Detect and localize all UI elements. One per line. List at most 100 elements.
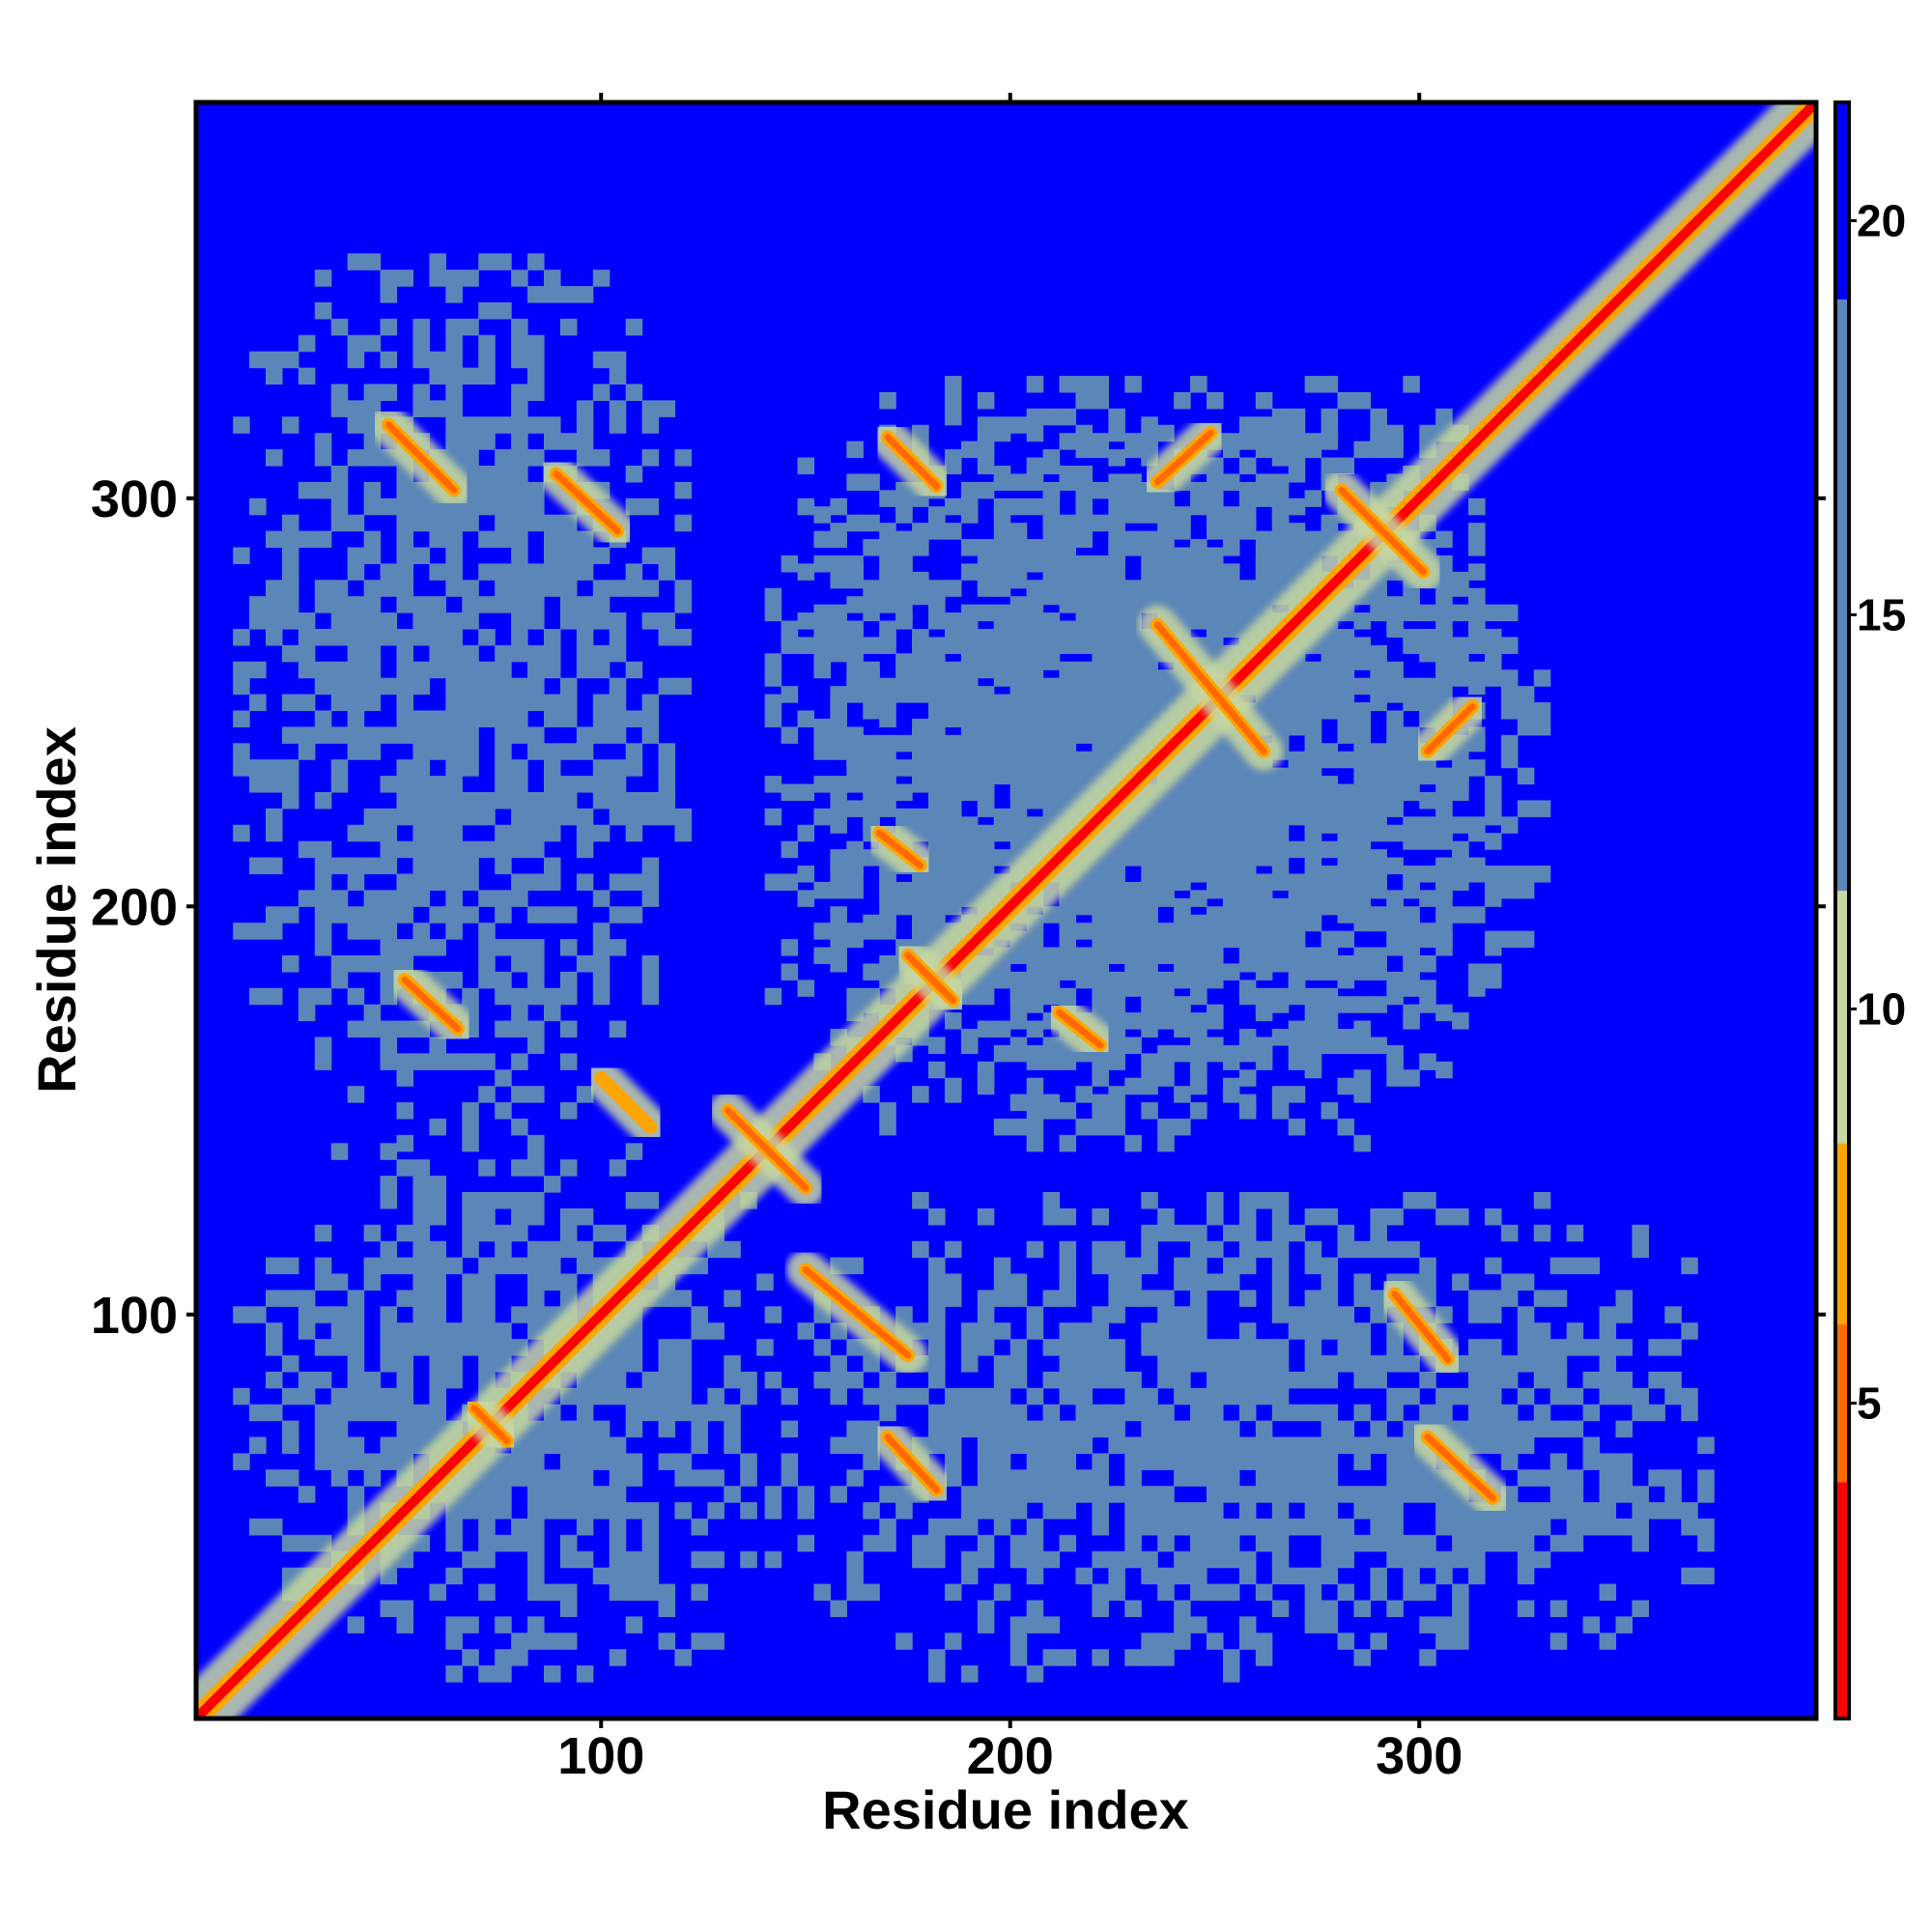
heatmap-cell	[1452, 604, 1469, 622]
heatmap-cell	[1353, 1600, 1372, 1617]
heatmap-cell	[1321, 1273, 1339, 1292]
heatmap-cell	[396, 1053, 414, 1070]
heatmap-cell	[641, 497, 660, 516]
heatmap-cell	[511, 1306, 528, 1323]
heatmap-cell	[1222, 1354, 1240, 1373]
heatmap-cell	[462, 644, 479, 663]
heatmap-cell	[1484, 776, 1502, 793]
heatmap-cell	[511, 1159, 528, 1177]
heatmap-cell	[1174, 808, 1191, 826]
heatmap-cell	[412, 840, 430, 859]
heatmap-cell	[1484, 1339, 1502, 1356]
heatmap-cell	[1092, 376, 1109, 393]
heatmap-cell	[527, 416, 545, 434]
heatmap-cell	[412, 497, 430, 516]
heatmap-cell	[495, 596, 512, 613]
heatmap-cell	[1157, 686, 1175, 703]
heatmap-cell	[380, 906, 398, 923]
heatmap-cell	[298, 1290, 316, 1307]
heatmap-cell	[363, 694, 382, 712]
heatmap-cell	[1304, 1290, 1322, 1307]
heatmap-cell	[912, 669, 929, 687]
heatmap-cell	[445, 1322, 463, 1340]
heatmap-cell	[363, 1257, 382, 1275]
heatmap-cell	[1190, 376, 1208, 393]
heatmap-cell	[1222, 1224, 1240, 1242]
heatmap-cell	[429, 1322, 446, 1340]
heatmap-cell	[1304, 1486, 1322, 1503]
heatmap-cell	[1435, 1486, 1453, 1503]
heatmap-cell	[960, 506, 979, 524]
heatmap-cell	[1632, 1600, 1649, 1617]
heatmap-cell	[1092, 481, 1109, 499]
heatmap-cell	[960, 881, 979, 899]
heatmap-cell	[1435, 530, 1453, 549]
heatmap-cell	[1288, 1404, 1306, 1422]
heatmap-cell	[1517, 1306, 1535, 1323]
heatmap-cell	[396, 791, 414, 810]
heatmap-cell	[1141, 1502, 1158, 1520]
heatmap-cell	[691, 1518, 708, 1536]
heatmap-cell	[363, 1020, 382, 1038]
heatmap-cell	[1075, 751, 1094, 769]
heatmap-cell	[960, 849, 979, 867]
heatmap-cell	[977, 1290, 995, 1307]
heatmap-cell	[1370, 824, 1387, 842]
heatmap-cell	[641, 726, 660, 744]
heatmap-cell	[944, 881, 962, 899]
heatmap-cell	[1238, 1436, 1257, 1454]
heatmap-cell	[1190, 1436, 1208, 1454]
heatmap-cell	[330, 776, 349, 793]
heatmap-cell	[1059, 554, 1077, 573]
heatmap-cell	[1353, 1354, 1372, 1373]
heatmap-cell	[462, 1306, 479, 1323]
heatmap-cell	[813, 620, 832, 639]
heatmap-cell	[1615, 1453, 1634, 1470]
heatmap-cell	[330, 1404, 349, 1422]
heatmap-cell	[1238, 1550, 1257, 1569]
heatmap-cell	[1042, 1616, 1061, 1634]
heatmap-cell	[1157, 1322, 1175, 1340]
heatmap-cell	[993, 734, 1011, 753]
heatmap-cell	[1304, 1029, 1322, 1046]
heatmap-cell	[462, 759, 479, 777]
heatmap-cell	[1403, 1534, 1420, 1552]
heatmap-cell	[1108, 881, 1125, 899]
heatmap-cell	[1042, 571, 1061, 589]
heatmap-cell	[281, 530, 299, 549]
heatmap-cell	[478, 1306, 496, 1323]
heatmap-cell	[1042, 1192, 1061, 1209]
heatmap-cell	[445, 1354, 463, 1373]
heatmap-cell	[813, 923, 832, 940]
heatmap-cell	[1337, 1534, 1355, 1552]
heatmap-cell	[1207, 881, 1224, 899]
heatmap-cell	[1435, 1567, 1453, 1585]
heatmap-cell	[928, 890, 946, 907]
heatmap-cell	[1141, 897, 1158, 916]
heatmap-cell	[495, 1224, 512, 1242]
heatmap-cell	[993, 1583, 1011, 1602]
heatmap-cell	[445, 1616, 463, 1634]
heatmap-cell	[249, 1404, 267, 1422]
heatmap-cell	[576, 808, 594, 826]
heatmap-cell	[495, 1339, 512, 1356]
heatmap-cell	[1222, 930, 1240, 949]
heatmap-cell	[281, 563, 299, 581]
heatmap-cell	[495, 514, 512, 532]
heatmap-cell	[1370, 686, 1387, 703]
heatmap-cell	[1075, 554, 1094, 573]
heatmap-cell	[265, 759, 283, 777]
heatmap-cell	[429, 563, 446, 581]
heatmap-cell	[1403, 587, 1420, 606]
heatmap-cell	[977, 539, 995, 556]
heatmap-cell	[1124, 653, 1142, 670]
heatmap-cell	[879, 637, 896, 654]
heatmap-cell	[1304, 816, 1322, 834]
heatmap-cell	[1337, 1029, 1355, 1046]
heatmap-cell	[609, 628, 627, 646]
heatmap-cell	[396, 1600, 414, 1617]
heatmap-cell	[1386, 1502, 1404, 1520]
heatmap-cell	[380, 1436, 398, 1454]
heatmap-cell	[1075, 587, 1094, 606]
heatmap-cell	[298, 694, 316, 712]
